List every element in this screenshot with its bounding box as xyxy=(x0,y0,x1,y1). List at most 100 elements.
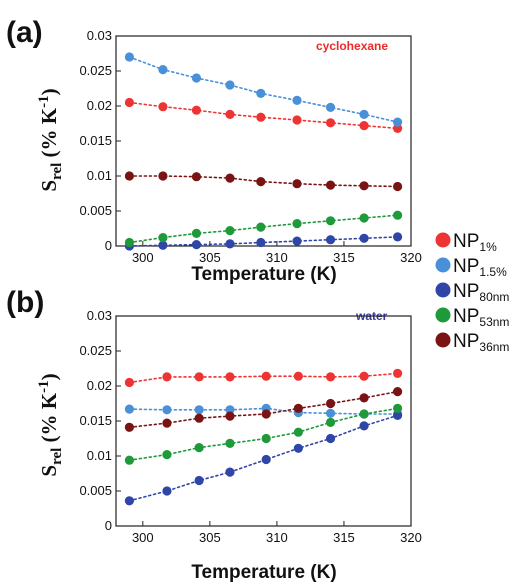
panel-a-data-point xyxy=(158,65,168,75)
panel-b-xtick-label: 305 xyxy=(199,530,221,545)
panel-b-data-point xyxy=(325,372,336,382)
panel-a-data-point xyxy=(225,226,235,236)
panel-a-data-point xyxy=(225,173,235,183)
legend-item: NP1.5% xyxy=(435,256,507,279)
panel-a-data-point xyxy=(359,181,369,191)
panel-b-data-point xyxy=(194,443,204,453)
panel-b-series-2 xyxy=(124,410,403,506)
panel-b-label: (b) xyxy=(6,286,44,319)
panel-a-chart: (a) cyclohexane Temperature (K) Srel (% … xyxy=(6,16,422,285)
panel-b-ytick-label: 0.03 xyxy=(87,308,112,323)
panel-b-data-point xyxy=(225,467,235,477)
panel-b-data-point xyxy=(392,403,403,413)
panel-a-data-point xyxy=(325,102,336,112)
panel-a-data-point xyxy=(191,172,202,182)
panel-b-xtick-label: 310 xyxy=(266,530,288,545)
panel-b-frame xyxy=(115,315,412,527)
panel-a-data-point xyxy=(392,232,403,242)
panel-b-data-point xyxy=(124,377,135,388)
panel-b-data-point xyxy=(162,405,172,415)
panel-b-ytick-label: 0.01 xyxy=(87,448,112,463)
panel-a-data-point xyxy=(256,177,266,187)
panel-a-data-point xyxy=(256,112,266,122)
panel-b-data-point xyxy=(261,454,271,465)
panel-a-data-point xyxy=(359,109,369,119)
legend-marker xyxy=(435,257,451,273)
panel-a-series-line xyxy=(128,56,399,123)
panel-b-chart: (b) water Temperature (K) Srel (% K-1) 0… xyxy=(6,286,422,583)
panel-a-xtick-label: 310 xyxy=(266,250,288,265)
panel-b-data-point xyxy=(392,410,403,420)
panel-b-ytick-label: 0.015 xyxy=(79,413,112,428)
panel-b-data-point xyxy=(325,408,336,418)
legend-label: NP53nm xyxy=(453,306,509,329)
panel-b-data-point xyxy=(392,387,403,397)
panel-a-plot-area: 0 0.005 0.01 0.015 0.02 0.025 0.03 300 305 310 315… xyxy=(79,28,421,265)
panel-a-data-point xyxy=(292,219,302,229)
panel-b-xtick-label: 320 xyxy=(400,530,422,545)
panel-b-data-point xyxy=(261,409,271,419)
panel-b-data-point xyxy=(194,475,204,486)
panel-b-data-point xyxy=(325,398,336,409)
panel-b-data-point xyxy=(293,427,303,437)
panel-b-plot-area: 0 0.005 0.01 0.015 0.02 0.025 0.03 300 305 310 315… xyxy=(79,308,421,545)
panel-a-ytick-label: 0.025 xyxy=(79,63,112,78)
panel-b-ytick-label: 0 xyxy=(105,518,112,533)
panel-b-series-3 xyxy=(124,403,403,465)
panel-b-data-point xyxy=(225,405,235,415)
panel-a-ytick-label: 0.01 xyxy=(87,168,112,183)
panel-b-data-point xyxy=(261,371,271,381)
panel-a-data-point xyxy=(292,179,302,189)
panel-a-xtick-label: 320 xyxy=(400,250,422,265)
panel-a-data-point xyxy=(325,216,336,226)
panel-b-xtick-label: 315 xyxy=(333,530,355,545)
legend-item: NP80nm xyxy=(435,281,509,304)
panel-a-data-point xyxy=(225,239,235,249)
legend-marker xyxy=(435,332,451,348)
panel-b-data-point xyxy=(124,496,135,506)
panel-b-series-4 xyxy=(124,387,403,432)
panel-b-ytick-label: 0.025 xyxy=(79,343,112,358)
legend-label: NP1.5% xyxy=(453,256,507,279)
panel-a-data-point xyxy=(392,117,403,127)
legend-marker xyxy=(435,282,451,298)
panel-a-series-0 xyxy=(124,97,403,133)
panel-a-ylabel: Srel (% K-1) xyxy=(36,88,65,191)
legend-label: NP36nm xyxy=(453,331,509,354)
panel-a-data-point xyxy=(292,95,302,105)
panel-b-data-point xyxy=(325,433,336,444)
panel-a-data-point xyxy=(359,213,369,223)
panel-a-data-point xyxy=(325,180,336,190)
panel-a-annotation: cyclohexane xyxy=(316,39,388,53)
panel-b-data-point xyxy=(293,371,303,381)
panel-a-data-point xyxy=(225,80,235,90)
panel-a-data-point xyxy=(158,171,168,181)
panel-a-data-point xyxy=(124,52,135,62)
panel-b-data-point xyxy=(225,438,235,448)
panel-a-data-point xyxy=(158,102,168,112)
panel-b-data-point xyxy=(359,371,369,381)
panel-b-ytick-label: 0.02 xyxy=(87,378,112,393)
panel-a-xtick-label: 315 xyxy=(333,250,355,265)
panel-b-data-point xyxy=(162,418,172,428)
panel-b-ylabel: Srel (% K-1) xyxy=(36,373,65,476)
panel-b-ytick-label: 0.005 xyxy=(79,483,112,498)
panel-a-ytick-label: 0.02 xyxy=(87,98,112,113)
panel-a-ytick-label: 0 xyxy=(105,238,112,253)
panel-a-data-point xyxy=(256,237,266,248)
panel-b-data-point xyxy=(225,372,235,382)
panel-a-data-point xyxy=(191,105,202,115)
panel-b-data-point xyxy=(194,413,204,423)
panel-a-data-point xyxy=(191,73,202,83)
panel-b-data-point xyxy=(359,421,369,431)
panel-b-data-point xyxy=(293,443,303,453)
panel-a-data-point xyxy=(325,235,336,245)
panel-a-data-point xyxy=(158,240,168,250)
panel-b-data-point xyxy=(124,422,135,432)
panel-a-data-point xyxy=(292,236,302,246)
panel-b-data-point xyxy=(359,409,369,419)
panel-b-data-point xyxy=(194,372,204,382)
panel-b-data-point xyxy=(225,411,235,421)
